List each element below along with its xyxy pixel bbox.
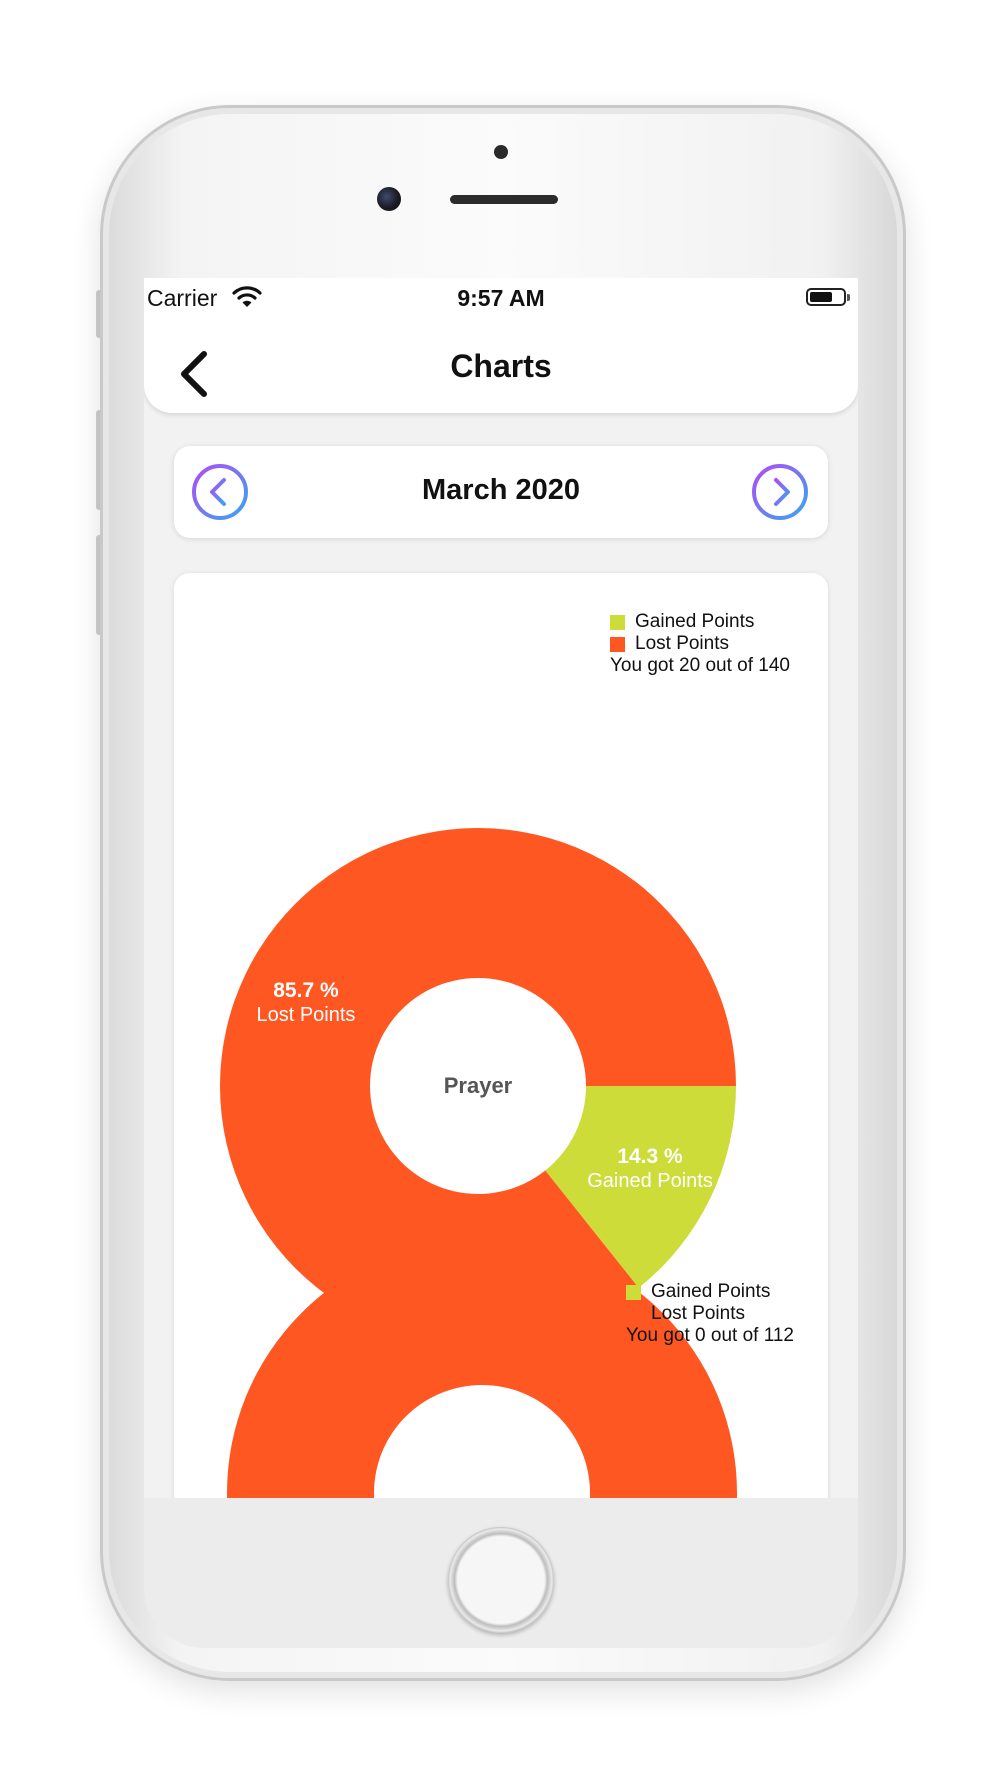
previous-month-button[interactable] [190,462,250,522]
battery-icon [806,288,850,306]
legend-label-lost: Lost Points [651,1303,745,1324]
chart-1-label-gained-percent: 14.3 % [617,1145,683,1168]
top-bar: Carrier 9:57 AM Charts [144,278,858,413]
chart-1-label-lost-percent: 85.7 % [273,979,339,1002]
legend-item-gained: Gained Points [610,611,790,633]
month-navigator: March 2020 [174,446,828,538]
chevron-right-circle-icon [752,464,808,520]
chart-1-legend: Gained Points Lost Points You got 20 out… [610,611,790,677]
proximity-sensor [494,145,508,159]
home-button [448,1527,554,1633]
front-camera [377,187,401,211]
chart-1-center-label: Prayer [444,1073,513,1098]
legend-item-lost: Lost Points [626,1303,794,1325]
wifi-icon [232,286,262,307]
legend-swatch-lost [626,1306,641,1322]
chart-2-legend: Gained Points Lost Points You got 0 out … [626,1281,794,1347]
chart-1-slice-gained [545,1086,736,1288]
legend-label-gained: Gained Points [651,1281,771,1302]
chart-1-summary: You got 20 out of 140 [610,655,790,676]
app-screen: Carrier 9:57 AM Charts [144,278,858,1498]
chevron-left-icon [181,351,207,397]
page-title: Charts [450,348,552,384]
legend-swatch-gained [626,1284,641,1300]
back-button[interactable] [174,348,214,400]
month-label: March 2020 [422,474,580,506]
legend-label-gained: Gained Points [635,611,755,632]
chevron-left-circle-icon [192,464,248,520]
chart-1-slice-lost [220,828,737,1344]
clock: 9:57 AM [457,285,545,311]
volume-up-button [96,410,102,510]
chart-2-slice-lost [227,1238,737,1498]
charts-card: 14.3 % Gained Points 85.7 % Lost Points Pray… [174,573,828,1498]
chart-1-label-gained-name: Gained Points [587,1170,713,1192]
status-bar: Carrier 9:57 AM [144,278,858,318]
donut-charts: 14.3 %Gained Points 85.7 %Lost Points Pray… [220,828,737,1498]
legend-item-lost: Lost Points [610,633,790,655]
legend-swatch-lost [610,636,625,652]
silent-switch [96,290,102,338]
volume-down-button [96,535,102,635]
chart-2-summary: You got 0 out of 112 [626,1325,794,1346]
carrier-label: Carrier [147,285,218,311]
legend-label-lost: Lost Points [635,633,729,654]
legend-item-gained: Gained Points [626,1281,794,1303]
next-month-button[interactable] [750,462,810,522]
chart-1-label-lost-name: Lost Points [256,1004,355,1026]
legend-swatch-gained [610,614,625,630]
earpiece-speaker [450,195,558,204]
